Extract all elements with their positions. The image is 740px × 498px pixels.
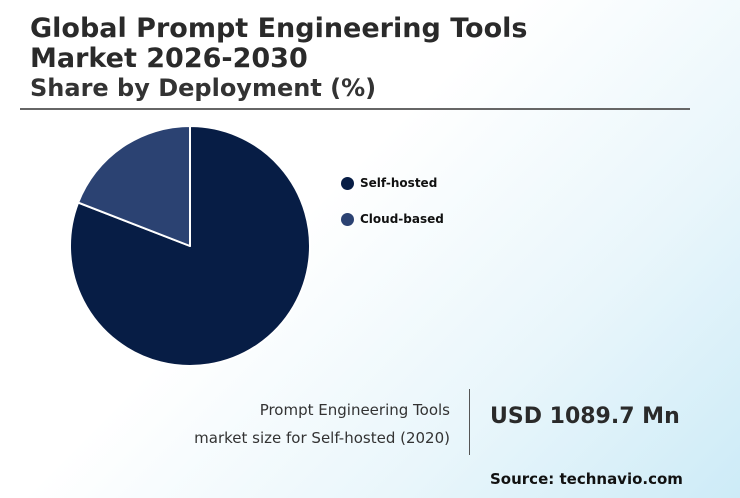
market-size-value: USD 1089.7 Mn (490, 404, 680, 429)
pie-slice-cloud-based (77, 125, 191, 247)
legend-label-self-hosted: Self-hosted (360, 176, 438, 190)
legend-item-self-hosted: Self-hosted (341, 174, 444, 192)
chart-subtitle: Share by Deployment (%) (30, 74, 377, 102)
legend-swatch-cloud-based (341, 212, 354, 226)
caption-divider (469, 389, 470, 455)
header-divider (20, 108, 690, 110)
market-size-caption: Prompt Engineering Tools market size for… (194, 396, 450, 452)
pie-chart (69, 125, 311, 367)
legend-label-cloud-based: Cloud-based (360, 212, 444, 226)
market-size-caption-line2: market size for Self-hosted (2020) (194, 429, 450, 447)
source-credit: Source: technavio.com (490, 470, 683, 488)
legend-item-cloud-based: Cloud-based (341, 210, 444, 228)
chart-legend: Self-hosted Cloud-based (341, 174, 444, 246)
chart-title: Global Prompt Engineering Tools Market 2… (30, 14, 630, 74)
pie-slice-self-hosted (69, 125, 311, 367)
legend-swatch-self-hosted (341, 176, 354, 190)
chart-title-line1: Global Prompt Engineering Tools (30, 13, 528, 44)
market-size-caption-line1: Prompt Engineering Tools (259, 401, 450, 419)
chart-title-line2: Market 2026-2030 (30, 43, 308, 74)
